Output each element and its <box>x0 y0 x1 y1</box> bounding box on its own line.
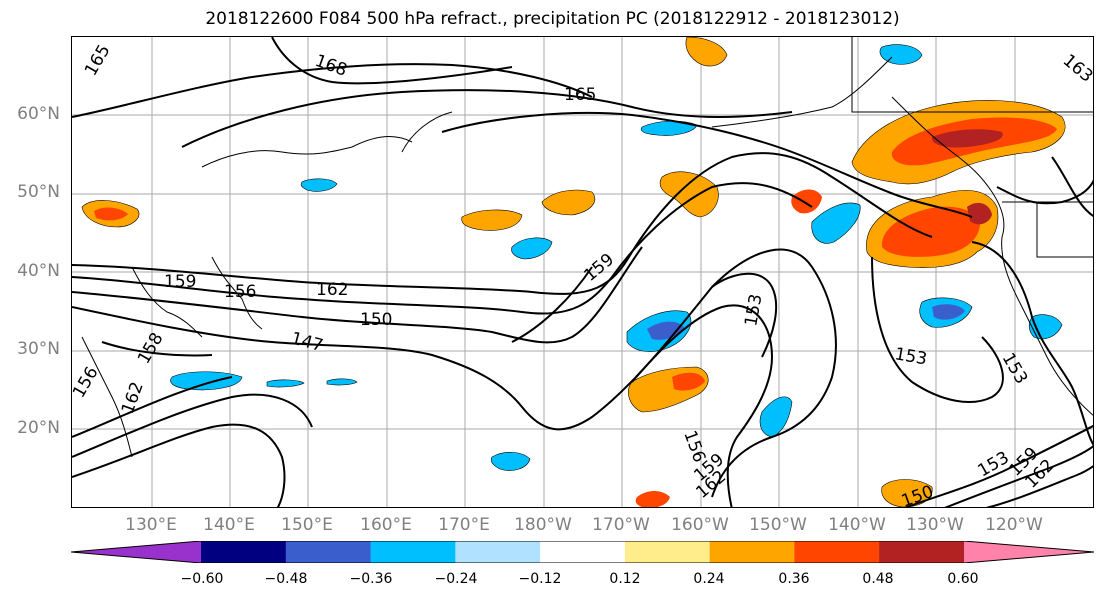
colorbar-tick-label: −0.12 <box>518 571 562 587</box>
colorbar-tick-label: 0.48 <box>862 571 894 587</box>
colorbar-tick-label: −0.24 <box>434 571 478 587</box>
contour-label: 158 <box>134 329 168 367</box>
colorbar-segment <box>794 541 880 563</box>
lat-label: 50°N <box>17 182 60 202</box>
map-canvas: 165 168 165 159 156 162 150 147 159 153 … <box>72 37 1094 507</box>
lon-label: 150°W <box>749 515 807 535</box>
contour-label: 159 <box>164 272 196 292</box>
lon-label: 170°E <box>438 515 490 535</box>
colorbar-tick-label: −0.36 <box>349 571 393 587</box>
contour-label: 165 <box>81 41 115 79</box>
contour-label: 162 <box>316 280 348 300</box>
map-title: 2018122600 F084 500 hPa refract., precip… <box>205 9 900 29</box>
lon-label: 150°E <box>281 515 333 535</box>
colorbar-segment <box>964 541 1094 563</box>
contour-label: 147 <box>289 329 326 357</box>
colorbar-tick-label: −0.60 <box>180 571 224 587</box>
lon-label: 170°W <box>592 515 650 535</box>
contour-label: 150 <box>360 310 392 330</box>
contour-label: 165 <box>564 85 596 105</box>
contour-label: 163 <box>1059 51 1094 87</box>
contour-label: 156 <box>224 282 256 302</box>
colorbar-tick-label: 0.12 <box>609 571 641 587</box>
contour-lines <box>72 37 1093 507</box>
lat-label: 30°N <box>17 339 60 359</box>
colorbar-tick-label: −0.48 <box>264 571 308 587</box>
colorbar-segment <box>370 541 456 563</box>
colorbar-segment <box>285 541 372 563</box>
colorbar-tick-label: 0.60 <box>947 571 979 587</box>
coastlines <box>81 37 1093 458</box>
colorbar-tick-label: 0.24 <box>693 571 725 587</box>
colorbar-svg <box>70 540 1095 564</box>
colorbar-segment <box>624 541 711 563</box>
colorbar-segment <box>201 541 287 563</box>
contour-label: 159 <box>580 250 618 286</box>
colorbar-segment <box>709 541 795 563</box>
lat-label: 40°N <box>17 261 60 281</box>
lon-label: 160°W <box>671 515 729 535</box>
lon-label: 180°W <box>514 515 572 535</box>
colorbar-segment <box>879 541 965 563</box>
colorbar-tick-label: 0.36 <box>778 571 810 587</box>
lat-label: 20°N <box>17 418 60 438</box>
colorbar-segment <box>71 541 201 563</box>
colorbar <box>70 540 1095 564</box>
map-panel: 165 168 165 159 156 162 150 147 159 153 … <box>71 36 1094 508</box>
contour-label: 162 <box>118 379 148 416</box>
lon-label: 130°E <box>125 515 177 535</box>
colorbar-segment <box>455 541 541 563</box>
lon-label: 140°W <box>828 515 886 535</box>
lon-label: 140°E <box>203 515 255 535</box>
lon-label: 160°E <box>360 515 412 535</box>
colorbar-segment <box>540 541 626 563</box>
contour-label: 168 <box>312 51 349 81</box>
lat-label: 60°N <box>17 104 60 124</box>
lon-label: 120°W <box>985 515 1043 535</box>
lon-label: 130°W <box>906 515 964 535</box>
